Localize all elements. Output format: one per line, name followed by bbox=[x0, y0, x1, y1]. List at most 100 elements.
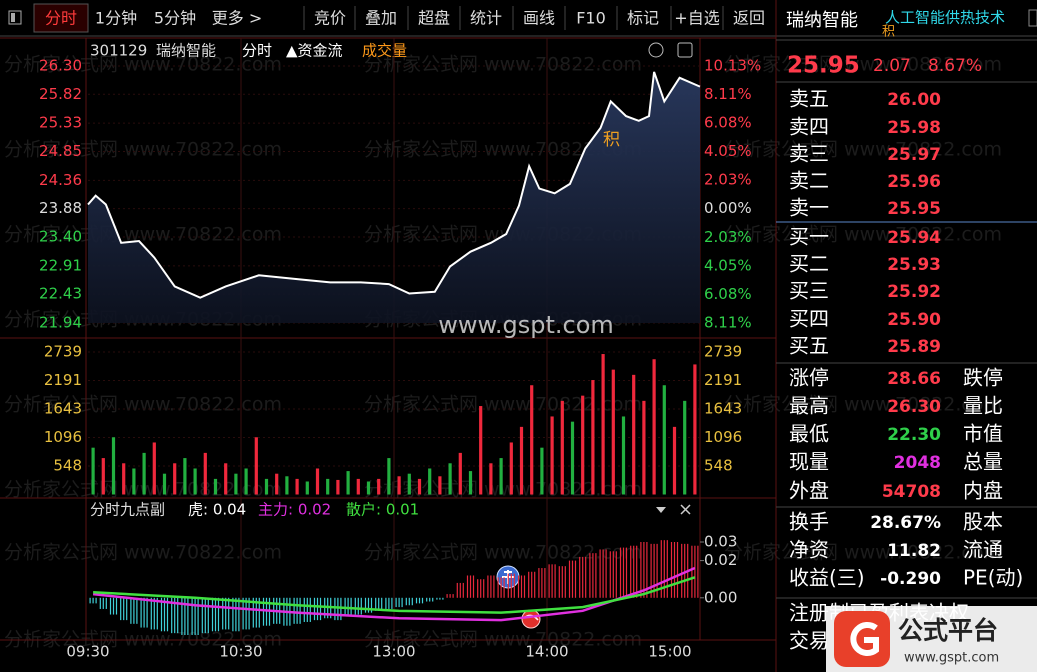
ask-price: 26.00 bbox=[887, 90, 941, 110]
bid-price: 25.92 bbox=[887, 282, 941, 302]
stat-value: 2048 bbox=[894, 453, 941, 473]
volume-bar bbox=[183, 458, 187, 495]
toolbar-tab[interactable]: 分时 bbox=[45, 9, 77, 28]
ask-price: 25.96 bbox=[887, 172, 941, 192]
close-button[interactable] bbox=[680, 504, 691, 515]
quote-price: 25.95 bbox=[787, 53, 860, 79]
stat-label: 量比 bbox=[963, 394, 1003, 418]
volume-bar bbox=[621, 416, 626, 495]
indicator-title: 分时九点副 bbox=[90, 501, 165, 519]
stock-code: 301129 bbox=[90, 42, 147, 60]
y2-tick-label: 8.11% bbox=[704, 314, 752, 332]
volume-bar bbox=[366, 481, 371, 495]
logo-title: 公式平台 bbox=[898, 616, 998, 645]
quote-name: 瑞纳智能 bbox=[786, 10, 858, 31]
stat-value: -0.290 bbox=[880, 569, 941, 589]
y-tick-label: 21.94 bbox=[39, 314, 82, 332]
quote-badge: 积 bbox=[882, 25, 895, 40]
watermark: 分析家公式网 www.70822.com bbox=[724, 542, 1002, 564]
indicator-line bbox=[93, 576, 696, 614]
logo-icon bbox=[834, 611, 890, 667]
flow-toggle[interactable]: ▲资金流 bbox=[286, 42, 343, 60]
watermark: 分析家公式网 www.70822.com bbox=[4, 224, 282, 246]
layout-button[interactable] bbox=[677, 42, 693, 58]
watermark: 分析家公式网 www.70822.com bbox=[364, 479, 642, 501]
volume-tick-label: 548 bbox=[704, 456, 733, 474]
volume-bar bbox=[458, 452, 462, 495]
stat-label: 市值 bbox=[963, 422, 1003, 446]
volume-tick-label: 1096 bbox=[704, 428, 742, 446]
stat-value: 11.82 bbox=[887, 541, 941, 561]
y-tick-label: 26.30 bbox=[39, 57, 82, 75]
ask-label: 卖四 bbox=[789, 115, 829, 139]
price-line bbox=[87, 71, 701, 299]
toolbar-tab[interactable]: 更多 > bbox=[212, 9, 263, 28]
toolbar-tab[interactable]: 1分钟 bbox=[95, 9, 137, 28]
quote-title-icon bbox=[1028, 9, 1037, 27]
watermark: 分析家公式网 www.70822.com bbox=[364, 394, 642, 416]
stock-name: 瑞纳智能 bbox=[156, 42, 216, 60]
ask-price: 25.97 bbox=[887, 145, 941, 165]
volume-bar bbox=[234, 473, 238, 495]
stat-label: 收益(三) bbox=[789, 566, 865, 590]
y-tick-label: 25.33 bbox=[39, 114, 82, 132]
volume-bar bbox=[540, 447, 544, 495]
volume-bar bbox=[162, 473, 167, 495]
indicator-legend: 虎: 0.04 bbox=[188, 501, 246, 519]
volume-bar bbox=[305, 481, 309, 495]
volume-bar bbox=[101, 458, 105, 495]
toolbar-tab[interactable]: 5分钟 bbox=[154, 9, 196, 28]
watermark: 分析家公式网 www.70822.com bbox=[364, 542, 642, 564]
bid-label: 买三 bbox=[789, 279, 829, 303]
volume-bar bbox=[672, 426, 677, 495]
y2-tick-label: 4.05% bbox=[704, 256, 752, 274]
toolbar-tab[interactable]: 超盘 bbox=[418, 9, 450, 28]
volume-bar bbox=[438, 476, 442, 495]
volume-bar bbox=[152, 442, 156, 495]
volume-bar bbox=[652, 359, 656, 495]
menu-icon[interactable] bbox=[8, 10, 22, 25]
volume-bar bbox=[346, 471, 350, 495]
toolbar-tab[interactable]: 画线 bbox=[523, 9, 555, 28]
bid-label: 买一 bbox=[789, 225, 829, 249]
volume-bar bbox=[387, 458, 391, 495]
volume-bar bbox=[377, 478, 381, 495]
volume-bar bbox=[693, 364, 697, 495]
toolbar-tab[interactable]: 叠加 bbox=[365, 9, 397, 28]
toolbar-tab[interactable]: 返回 bbox=[733, 9, 765, 28]
y-tick-label: 25.82 bbox=[39, 85, 82, 103]
bid-label: 买二 bbox=[789, 252, 829, 276]
logo-glyph bbox=[850, 622, 879, 656]
stat-label: 总量 bbox=[963, 450, 1003, 474]
volume-bar bbox=[642, 400, 646, 495]
volume-bar bbox=[428, 468, 432, 495]
stat-label: 流通 bbox=[963, 538, 1003, 562]
volume-bar bbox=[244, 468, 248, 495]
ask-label: 卖一 bbox=[789, 196, 829, 220]
zoom-button[interactable] bbox=[648, 42, 664, 58]
bid-price: 25.89 bbox=[887, 337, 941, 357]
quote-note: 交易 bbox=[789, 629, 829, 653]
quote-concept: 人工智能供热技术 bbox=[885, 9, 1005, 27]
volume-bar bbox=[468, 471, 473, 495]
toolbar-tab[interactable]: 统计 bbox=[470, 9, 502, 28]
stat-label: 最低 bbox=[789, 422, 829, 446]
volume-bar bbox=[407, 473, 411, 495]
volume-bar bbox=[336, 479, 340, 495]
active-tab bbox=[33, 3, 89, 33]
toolbar-tab[interactable]: 标记 bbox=[627, 9, 659, 28]
toolbar-tab[interactable]: F10 bbox=[576, 9, 606, 28]
volume-bar bbox=[570, 421, 575, 495]
toolbar-tab[interactable]: +自选 bbox=[674, 9, 719, 28]
volume-bar bbox=[591, 380, 595, 495]
bid-label: 买五 bbox=[789, 334, 829, 358]
dropdown-arrow[interactable] bbox=[656, 507, 666, 513]
toolbar-tab[interactable]: 竞价 bbox=[314, 9, 346, 28]
volume-toggle[interactable]: 成交量 bbox=[362, 42, 407, 60]
volume-tick-label: 2739 bbox=[704, 343, 742, 361]
stat-value: 26.30 bbox=[887, 397, 941, 417]
volume-bar bbox=[499, 458, 503, 495]
